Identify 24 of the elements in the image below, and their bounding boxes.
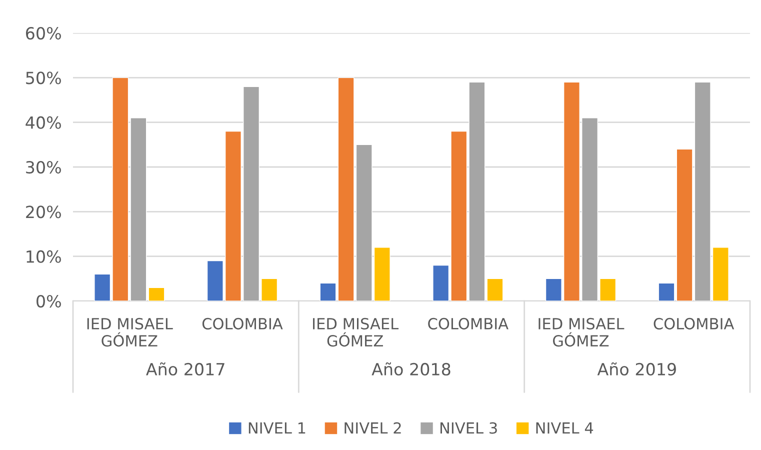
text: Año 2018 [372,362,450,376]
x-tick-label: COLOMBIA [654,318,734,330]
x-tick-label: IED MISAEL GÓMEZ [313,318,399,347]
x-tick-label: COLOMBIA [428,318,508,330]
y-tick-label: 50% [26,72,61,84]
legend-label: NIVEL 4 [536,422,594,434]
bar [320,282,336,301]
bar [486,278,504,301]
y-tick-label: 30% [26,160,61,174]
legend-label: NIVEL 3 [440,422,497,434]
y-tick-label: 40% [26,116,61,129]
y-tick-label: 10% [26,250,61,263]
x-tick-label: COLOMBIA [202,318,283,330]
bar [658,282,675,301]
text: Año 2019 [597,362,676,376]
x-tick-label: IED MISAEL GÓMEZ [87,318,173,347]
y-tick-label: 60% [26,26,61,40]
bar [148,287,165,301]
legend-label: NIVEL 1 [248,422,306,434]
x-tick-label: IED MISAEL GÓMEZ [538,318,624,347]
y-tick-label: 20% [26,206,61,218]
text: Año 2017 [146,362,224,376]
legend-label: NIVEL 2 [344,422,401,434]
y-tick-label: 0% [36,294,61,308]
